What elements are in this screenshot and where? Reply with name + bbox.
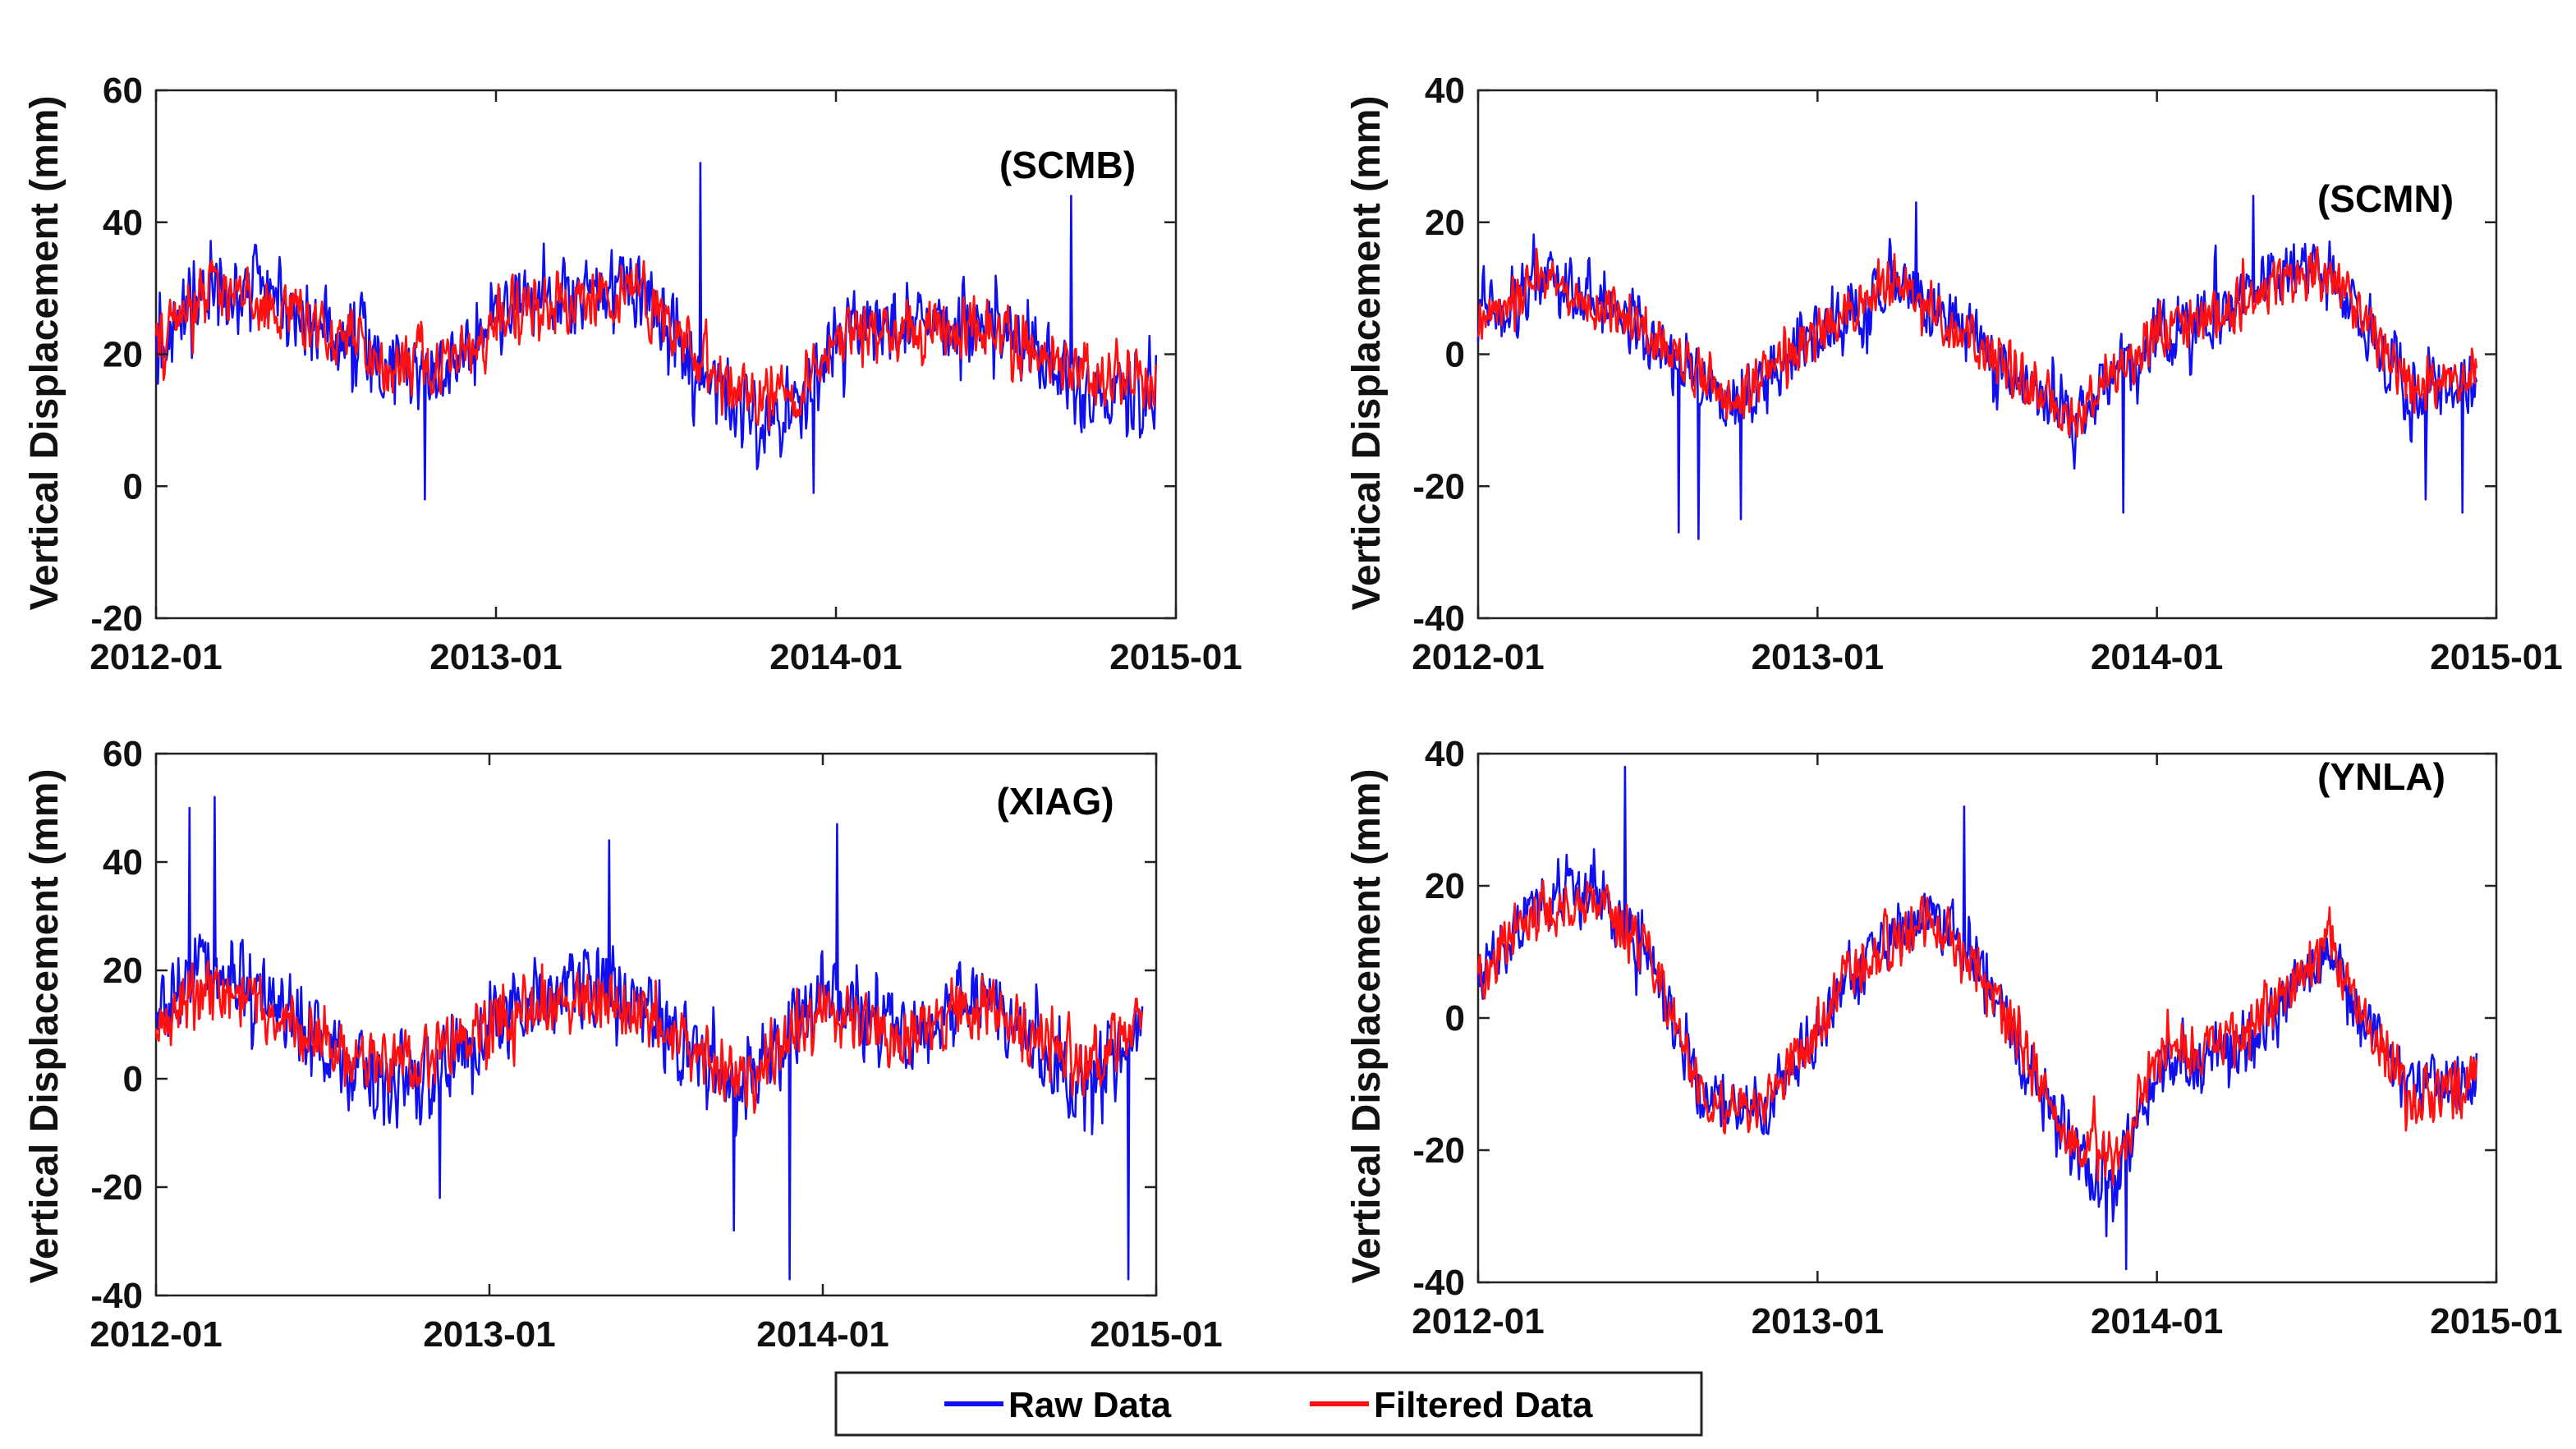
- y-tick-label: 40: [1425, 734, 1465, 774]
- x-tick-label: 2015-01: [1090, 1314, 1222, 1355]
- x-tick-label: 2014-01: [756, 1314, 889, 1355]
- y-tick-label: 20: [1425, 203, 1465, 243]
- y-tick-label: 0: [123, 466, 143, 507]
- y-tick-label: -20: [1412, 1130, 1465, 1171]
- x-tick-label: 2014-01: [769, 637, 902, 677]
- station-label: (SCMN): [2317, 177, 2454, 220]
- x-tick-label: 2012-01: [1412, 637, 1544, 677]
- y-tick-label: 60: [103, 734, 143, 774]
- y-tick-label: -40: [90, 1276, 143, 1316]
- y-tick-label: 40: [103, 203, 143, 243]
- x-tick-label: 2014-01: [2091, 637, 2223, 677]
- y-axis-label: Vertical Displacement (mm): [1345, 769, 1389, 1284]
- x-tick-label: 2015-01: [1109, 637, 1242, 677]
- y-tick-label: -20: [90, 1167, 143, 1208]
- y-tick-label: 20: [103, 951, 143, 991]
- y-tick-label: 0: [1445, 998, 1465, 1039]
- y-axis-label: Vertical Displacement (mm): [23, 769, 67, 1284]
- y-tick-label: 20: [103, 335, 143, 375]
- y-tick-label: -40: [1412, 1263, 1465, 1303]
- x-tick-label: 2014-01: [2091, 1301, 2223, 1341]
- legend-box: [834, 1371, 1703, 1437]
- series-line-filtered: [154, 259, 1158, 432]
- x-tick-label: 2013-01: [429, 637, 562, 677]
- y-tick-label: -20: [90, 598, 143, 639]
- y-tick-label: 60: [103, 71, 143, 111]
- station-label: (SCMB): [999, 144, 1136, 186]
- station-label: (XIAG): [996, 780, 1114, 823]
- legend-label-raw: Raw Data: [1008, 1385, 1172, 1425]
- y-tick-label: 0: [1445, 335, 1465, 375]
- station-label: (YNLA): [2317, 755, 2445, 798]
- series-line-filtered: [1476, 245, 2478, 438]
- x-tick-label: 2012-01: [1412, 1301, 1544, 1341]
- y-axis-label: Vertical Displacement (mm): [1345, 96, 1389, 611]
- y-tick-label: -20: [1412, 466, 1465, 507]
- legend: Raw Data Filtered Data: [834, 1371, 1703, 1437]
- subplot-scmb: -20 0 20 40 60 2012-01 2013-01 2014-01 2015-01 Ve…: [23, 71, 1242, 677]
- x-tick-label: 2013-01: [423, 1314, 555, 1355]
- y-tick-label: 20: [1425, 866, 1465, 906]
- y-tick-label: 0: [123, 1059, 143, 1099]
- x-tick-label: 2013-01: [1752, 637, 1884, 677]
- series-line-filtered: [154, 960, 1144, 1114]
- x-tick-label: 2013-01: [1752, 1301, 1884, 1341]
- y-tick-label: 40: [1425, 71, 1465, 111]
- legend-label-filtered: Filtered Data: [1374, 1385, 1593, 1425]
- x-tick-label: 2015-01: [2430, 1301, 2562, 1341]
- plot-frame: [154, 752, 1158, 1297]
- series-line-filtered: [1476, 879, 2478, 1186]
- x-tick-label: 2015-01: [2430, 637, 2562, 677]
- subplot-scmn: -40 -20 0 20 40 2012-01 2013-01 2014-01 2015-01 V…: [1345, 71, 2563, 677]
- x-tick-label: 2012-01: [90, 1314, 222, 1355]
- y-axis-label: Vertical Displacement (mm): [23, 96, 67, 611]
- x-tick-label: 2012-01: [90, 637, 222, 677]
- subplot-xiag: -40 -20 0 20 40 60 2012-01 2013-01 2014-01 2015-0…: [23, 734, 1223, 1355]
- subplot-ynla: -40 -20 0 20 40 2012-01 2013-01 2014-01 2015-01 V…: [1345, 734, 2563, 1341]
- y-tick-label: 40: [103, 842, 143, 883]
- y-tick-label: -40: [1412, 598, 1465, 639]
